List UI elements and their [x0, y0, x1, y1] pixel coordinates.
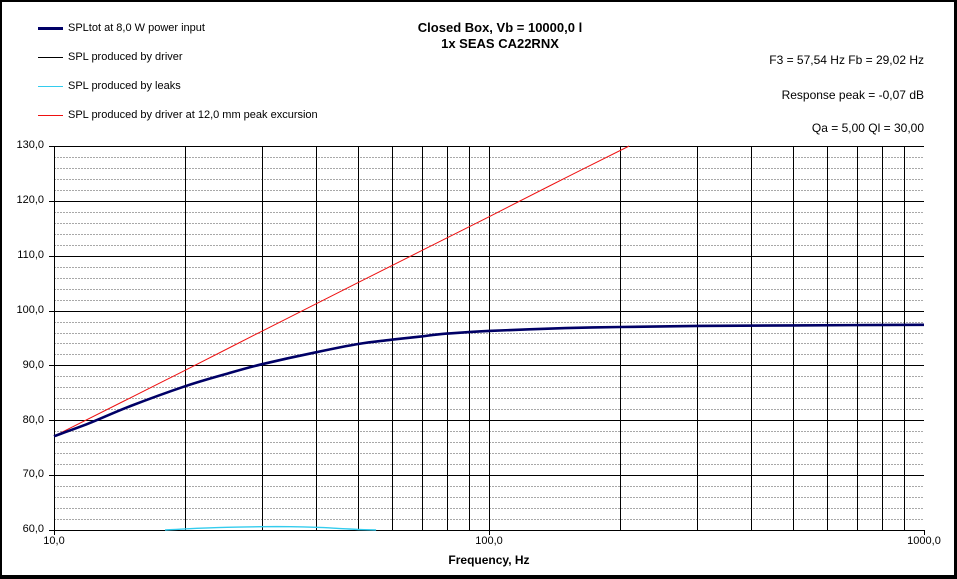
chart-title-line1: Closed Box, Vb = 10000,0 l — [417, 20, 583, 35]
series-spl-produced-by-leaks — [164, 525, 377, 531]
major-gridlines — [49, 146, 924, 535]
y-tick-label: 110,0 — [17, 249, 44, 261]
legend-label: SPL produced by driver at 12,0 mm peak e… — [68, 109, 318, 121]
series-spltot-at-8-0-w-power-input — [53, 323, 925, 438]
legend-swatch-excursion — [38, 114, 63, 116]
legend-swatch-spltot — [38, 26, 63, 30]
y-tick-label: 70,0 — [22, 468, 44, 480]
legend-item-driver: SPL produced by driver — [38, 50, 183, 64]
x-tick-label: 100,0 — [475, 535, 503, 547]
y-tick-label: 100,0 — [16, 304, 44, 316]
minor-gridlines — [54, 157, 924, 520]
legend-label: SPLtot at 8,0 W power input — [68, 22, 205, 34]
series-spl-produced-by-driver-at-12-0-mm-peak-excursion — [53, 145, 630, 437]
y-tick-label: 60,0 — [22, 523, 44, 535]
f3-fb-annotation: F3 = 57,54 Hz Fb = 29,02 Hz — [769, 53, 924, 67]
chart-title-line2: 1x SEAS CA22RNX — [441, 36, 559, 51]
legend-swatch-driver — [38, 56, 63, 58]
legend-item-spltot: SPLtot at 8,0 W power input — [38, 21, 205, 35]
legend-label: SPL produced by leaks — [68, 80, 181, 92]
y-tick-label: 90,0 — [22, 359, 44, 371]
x-tick-label: 10,0 — [43, 535, 65, 547]
legend-item-excursion: SPL produced by driver at 12,0 mm peak e… — [38, 108, 318, 122]
legend-item-leaks: SPL produced by leaks — [38, 79, 181, 93]
response-peak-annotation: Response peak = -0,07 dB — [781, 88, 924, 102]
qa-ql-annotation: Qa = 5,00 Ql = 30,00 — [811, 121, 924, 135]
y-tick-label: 120,0 — [16, 194, 44, 206]
data-series — [53, 145, 925, 531]
y-tick-label: 80,0 — [22, 414, 44, 426]
legend-swatch-leaks — [38, 85, 63, 87]
x-tick-label: 1000,0 — [907, 535, 941, 547]
legend-label: SPL produced by driver — [68, 51, 183, 63]
chart-title: Closed Box, Vb = 10000,0 l 1x SEAS CA22R… — [350, 20, 650, 52]
x-axis-label: Frequency, Hz — [448, 553, 530, 567]
axes — [49, 146, 925, 535]
y-tick-label: 130,0 — [16, 139, 44, 151]
